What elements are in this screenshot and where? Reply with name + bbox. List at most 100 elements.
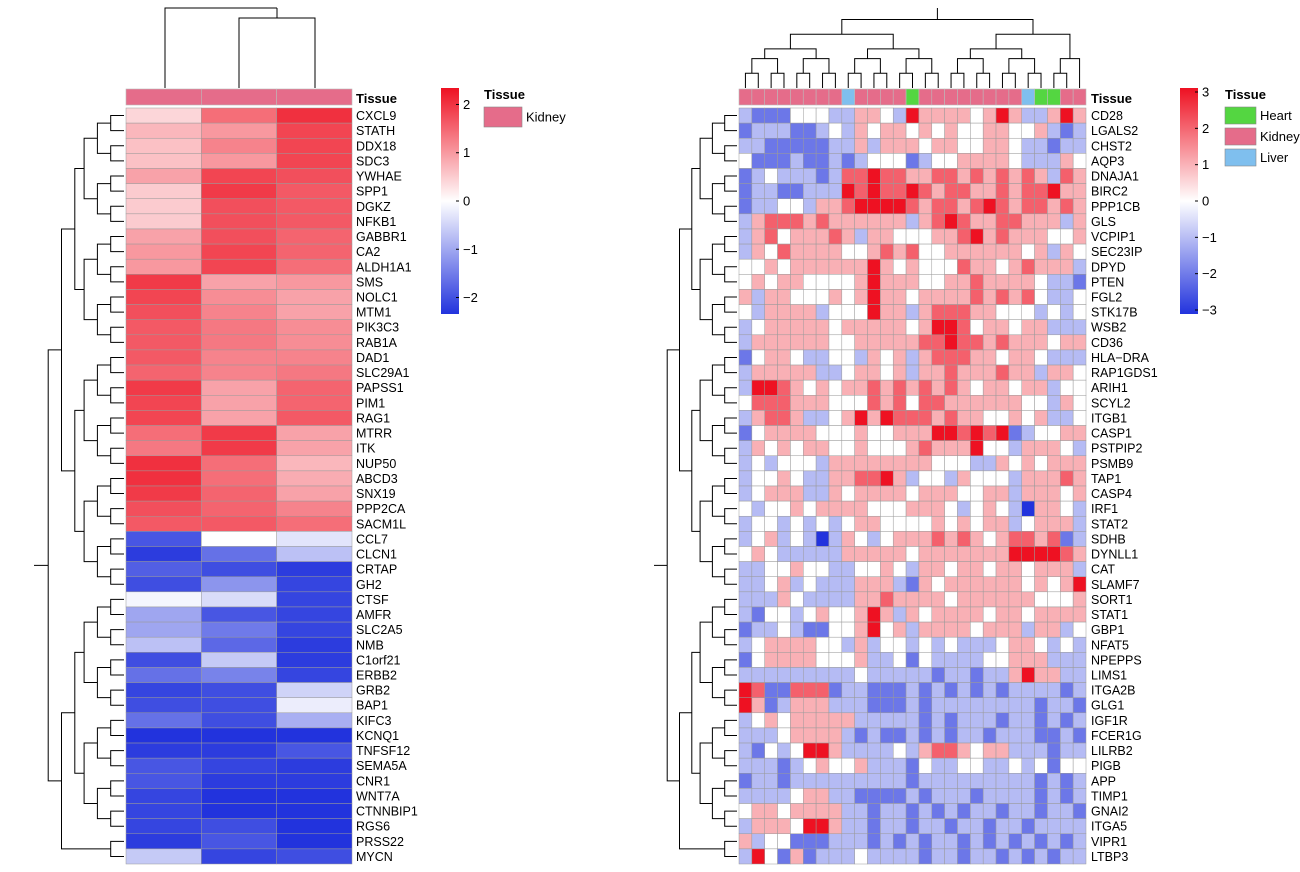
- heatmap-cell: [125, 833, 202, 850]
- heatmap-cell: [738, 788, 753, 804]
- heatmap-cell: [828, 727, 843, 744]
- heatmap-cell: [738, 137, 753, 154]
- row-dendrogram-branch: [96, 425, 111, 457]
- heatmap-cell: [777, 410, 791, 426]
- heatmap-cell: [1060, 198, 1074, 215]
- heatmap-cell: [790, 183, 804, 199]
- heatmap-cell: [957, 198, 971, 215]
- heatmap-cell: [867, 334, 881, 351]
- heatmap-cell: [1034, 228, 1048, 245]
- legend-label-liver: Liver: [1260, 150, 1289, 165]
- row-label-erbb2: ERBB2: [356, 669, 397, 683]
- heatmap-cell: [1008, 183, 1022, 199]
- heatmap-cell: [803, 591, 817, 608]
- heatmap-cell: [1072, 440, 1087, 457]
- heatmap-cell: [867, 213, 881, 230]
- heatmap-cell: [1060, 274, 1074, 290]
- heatmap-cell: [1021, 742, 1035, 759]
- heatmap-cell: [276, 137, 353, 154]
- heatmap-cell: [790, 364, 804, 381]
- heatmap-cell: [880, 621, 894, 638]
- heatmap-cell: [201, 395, 277, 411]
- row-label-dad1: DAD1: [356, 351, 389, 365]
- heatmap-cell: [764, 546, 778, 562]
- heatmap-cell: [125, 636, 202, 653]
- heatmap-cell: [880, 183, 894, 199]
- heatmap-cell: [957, 153, 971, 169]
- heatmap-cell: [892, 304, 907, 320]
- heatmap-cell: [790, 228, 804, 245]
- heatmap-cell: [854, 818, 868, 835]
- row-dendrogram-branch: [724, 689, 737, 706]
- heatmap-cell: [892, 773, 907, 789]
- heatmap-cell: [815, 561, 830, 577]
- heatmap-cell: [1008, 289, 1022, 305]
- heatmap-cell: [1008, 319, 1022, 336]
- heatmap-cell: [880, 395, 894, 411]
- heatmap-cell: [995, 773, 1010, 789]
- heatmap-cell: [982, 606, 997, 623]
- heatmap-cell: [1021, 334, 1035, 351]
- heatmap-cell: [1021, 757, 1035, 774]
- heatmap-cell: [276, 304, 353, 320]
- heatmap-cell: [1008, 712, 1022, 729]
- heatmap-cell: [970, 667, 984, 683]
- heatmap-cell: [1034, 576, 1048, 593]
- heatmap-cell: [125, 757, 202, 774]
- row-label-gnai2: GNAI2: [1091, 805, 1129, 819]
- heatmap-cell: [1060, 440, 1074, 457]
- annotation-cell-kidney: [854, 88, 868, 106]
- heatmap-cell: [918, 773, 933, 789]
- heatmap-cell: [841, 395, 855, 411]
- heatmap-cell: [1008, 667, 1022, 683]
- heatmap-cell: [957, 636, 971, 653]
- heatmap-cell: [918, 485, 933, 502]
- heatmap-cell: [201, 137, 277, 154]
- heatmap-cell: [125, 137, 202, 154]
- heatmap-cell: [803, 349, 817, 366]
- heatmap-cell: [892, 848, 907, 865]
- heatmap-cell: [751, 364, 765, 381]
- heatmap-cell: [803, 470, 817, 487]
- heatmap-cell: [995, 818, 1010, 835]
- heatmap-cell: [970, 576, 984, 593]
- heatmap-cell: [1060, 289, 1074, 305]
- row-dendrogram-branch: [110, 780, 124, 797]
- heatmap-cell: [995, 561, 1010, 577]
- heatmap-cell: [944, 243, 958, 260]
- heatmap-cell: [854, 410, 868, 426]
- heatmap-cell: [276, 379, 353, 396]
- heatmap-cell: [982, 727, 997, 744]
- heatmap-cell: [892, 258, 907, 275]
- heatmap-cell: [1072, 213, 1087, 230]
- heatmap-cell: [777, 561, 791, 577]
- heatmap-cell: [854, 349, 868, 366]
- heatmap-cell: [970, 636, 984, 653]
- annotation-cell-kidney: [1072, 88, 1087, 106]
- annotation-cell-kidney: [777, 88, 791, 106]
- heatmap-cell: [867, 349, 881, 366]
- heatmap-cell: [828, 319, 843, 336]
- heatmap-cell: [751, 546, 765, 562]
- heatmap-cell: [995, 833, 1010, 850]
- heatmap-cell: [1008, 379, 1022, 396]
- row-label-tap1: TAP1: [1091, 472, 1121, 486]
- row-label-sema5a: SEMA5A: [356, 759, 407, 773]
- heatmap-cell: [957, 410, 971, 426]
- heatmap-cell: [1060, 395, 1074, 411]
- heatmap-cell: [1072, 319, 1087, 336]
- heatmap-cell: [751, 606, 765, 623]
- heatmap-cell: [841, 334, 855, 351]
- heatmap-cell: [892, 531, 907, 547]
- heatmap-cell: [1072, 364, 1087, 381]
- heatmap-cell: [828, 243, 843, 260]
- heatmap-cell: [905, 137, 920, 154]
- heatmap-cell: [841, 304, 855, 320]
- heatmap-cell: [764, 742, 778, 759]
- heatmap-cell: [828, 742, 843, 759]
- heatmap-cell: [1047, 848, 1061, 865]
- heatmap-cell: [944, 410, 958, 426]
- heatmap-cell: [957, 697, 971, 714]
- heatmap-cell: [790, 243, 804, 260]
- heatmap-cell: [738, 697, 753, 714]
